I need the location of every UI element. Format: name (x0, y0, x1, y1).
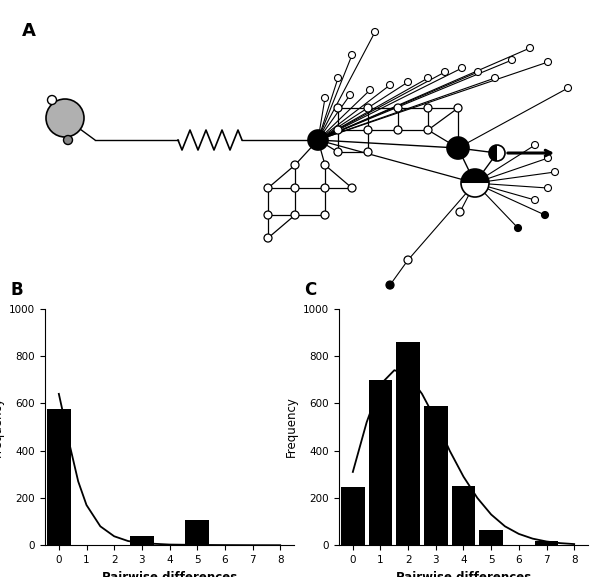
Circle shape (424, 126, 432, 134)
Bar (341, 488, 365, 545)
Circle shape (364, 104, 372, 112)
Circle shape (291, 211, 299, 219)
Circle shape (264, 184, 272, 192)
Circle shape (489, 145, 505, 161)
Circle shape (322, 95, 329, 102)
X-axis label: Pairwise differences: Pairwise differences (102, 571, 237, 577)
Bar (479, 530, 503, 545)
Circle shape (545, 155, 551, 162)
Circle shape (46, 99, 84, 137)
Circle shape (386, 281, 394, 289)
Circle shape (542, 212, 548, 219)
Bar (397, 342, 420, 545)
Bar (130, 536, 154, 545)
Circle shape (527, 44, 533, 51)
Circle shape (334, 104, 342, 112)
Circle shape (335, 74, 341, 81)
Circle shape (532, 197, 539, 204)
Circle shape (394, 104, 402, 112)
Circle shape (509, 57, 515, 63)
Bar (535, 541, 558, 545)
Circle shape (364, 148, 372, 156)
Circle shape (442, 69, 449, 76)
Circle shape (321, 184, 329, 192)
Circle shape (551, 168, 559, 175)
Circle shape (424, 104, 432, 112)
Circle shape (264, 234, 272, 242)
Bar (47, 409, 71, 545)
Circle shape (334, 148, 342, 156)
Circle shape (321, 161, 329, 169)
Circle shape (447, 137, 469, 159)
Bar (185, 520, 209, 545)
Circle shape (291, 184, 299, 192)
Circle shape (64, 136, 73, 144)
Circle shape (371, 28, 379, 36)
Text: B: B (10, 281, 23, 299)
Circle shape (545, 58, 551, 66)
Circle shape (545, 185, 551, 192)
Circle shape (348, 184, 356, 192)
Circle shape (308, 130, 328, 150)
Text: A: A (22, 22, 36, 40)
Bar (369, 380, 392, 545)
Circle shape (425, 74, 431, 81)
Circle shape (454, 104, 462, 112)
Y-axis label: Frequency: Frequency (0, 396, 4, 458)
Circle shape (565, 84, 571, 92)
Circle shape (461, 169, 489, 197)
Wedge shape (461, 169, 489, 183)
Circle shape (349, 51, 355, 58)
Circle shape (456, 208, 464, 216)
Circle shape (321, 211, 329, 219)
X-axis label: Pairwise differences: Pairwise differences (396, 571, 531, 577)
Circle shape (404, 78, 412, 85)
Circle shape (532, 141, 539, 148)
Circle shape (458, 65, 466, 72)
Circle shape (394, 126, 402, 134)
Circle shape (404, 256, 412, 264)
Circle shape (291, 161, 299, 169)
Bar (424, 406, 448, 545)
Circle shape (386, 81, 394, 88)
Circle shape (334, 126, 342, 134)
Bar (452, 486, 475, 545)
Wedge shape (489, 145, 497, 161)
Circle shape (364, 126, 372, 134)
Circle shape (475, 69, 482, 76)
Circle shape (264, 211, 272, 219)
Circle shape (491, 74, 499, 81)
Y-axis label: Frequency: Frequency (284, 396, 298, 458)
Circle shape (347, 92, 353, 99)
Circle shape (367, 87, 373, 93)
Circle shape (47, 96, 56, 104)
Circle shape (515, 224, 521, 231)
Text: C: C (304, 281, 316, 299)
